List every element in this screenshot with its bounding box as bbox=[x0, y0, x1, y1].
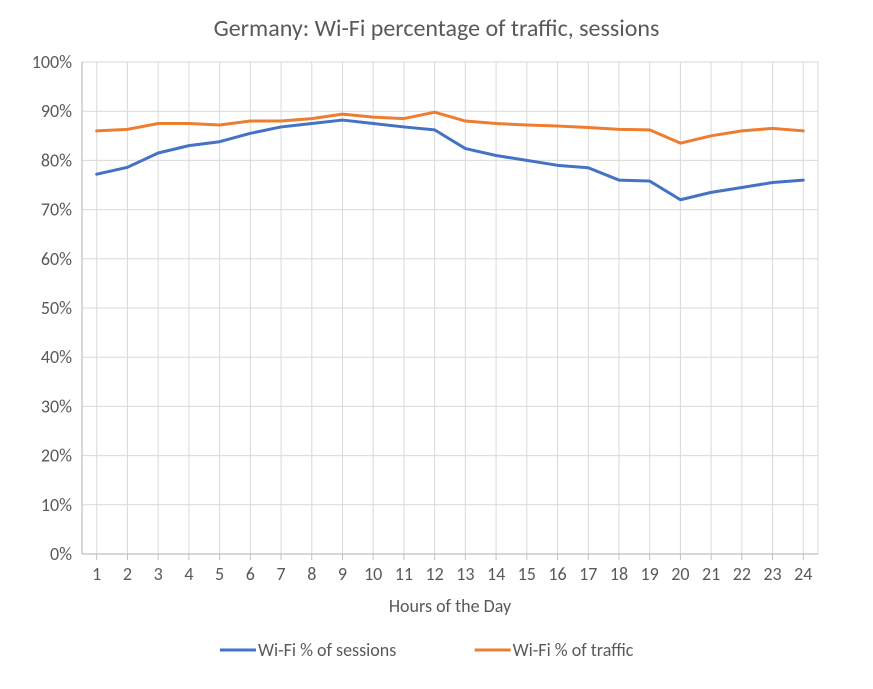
x-tick-label: 16 bbox=[548, 563, 566, 585]
y-tick-label: 70% bbox=[41, 199, 72, 221]
y-tick-label: 10% bbox=[41, 494, 72, 516]
x-tick-label: 11 bbox=[395, 563, 413, 585]
y-tick-label: 0% bbox=[50, 543, 72, 565]
x-axis-label: Hours of the Day bbox=[389, 595, 512, 617]
legend-label-0: Wi-Fi % of sessions bbox=[258, 639, 396, 661]
x-tick-label: 19 bbox=[641, 563, 659, 585]
chart-title: Germany: Wi-Fi percentage of traffic, se… bbox=[0, 14, 873, 43]
y-tick-label: 30% bbox=[41, 395, 72, 417]
x-tick-label: 9 bbox=[338, 563, 347, 585]
x-tick-label: 17 bbox=[579, 563, 597, 585]
x-tick-label: 13 bbox=[456, 563, 474, 585]
x-tick-label: 22 bbox=[733, 563, 751, 585]
legend-label-1: Wi-Fi % of traffic bbox=[513, 639, 634, 661]
y-tick-label: 80% bbox=[41, 149, 72, 171]
y-tick-label: 100% bbox=[32, 51, 72, 73]
x-tick-label: 18 bbox=[610, 563, 628, 585]
x-tick-label: 5 bbox=[215, 563, 224, 585]
y-tick-label: 90% bbox=[41, 100, 72, 122]
y-tick-label: 40% bbox=[41, 346, 72, 368]
x-tick-label: 4 bbox=[184, 563, 193, 585]
x-tick-label: 21 bbox=[702, 563, 720, 585]
x-tick-label: 20 bbox=[671, 563, 689, 585]
x-tick-label: 3 bbox=[154, 563, 163, 585]
x-tick-label: 6 bbox=[246, 563, 255, 585]
x-tick-label: 24 bbox=[794, 563, 812, 585]
x-tick-label: 14 bbox=[487, 563, 505, 585]
chart-container: Germany: Wi-Fi percentage of traffic, se… bbox=[0, 0, 873, 684]
x-tick-label: 7 bbox=[276, 563, 285, 585]
x-tick-label: 23 bbox=[763, 563, 781, 585]
x-tick-label: 1 bbox=[92, 563, 101, 585]
x-tick-label: 15 bbox=[518, 563, 536, 585]
x-tick-label: 8 bbox=[307, 563, 316, 585]
y-tick-label: 20% bbox=[41, 445, 72, 467]
line-chart: 0%10%20%30%40%50%60%70%80%90%100%1234567… bbox=[0, 0, 873, 684]
x-tick-label: 12 bbox=[426, 563, 444, 585]
y-tick-label: 60% bbox=[41, 248, 72, 270]
x-tick-label: 2 bbox=[123, 563, 132, 585]
y-tick-label: 50% bbox=[41, 297, 72, 319]
x-tick-label: 10 bbox=[364, 563, 382, 585]
